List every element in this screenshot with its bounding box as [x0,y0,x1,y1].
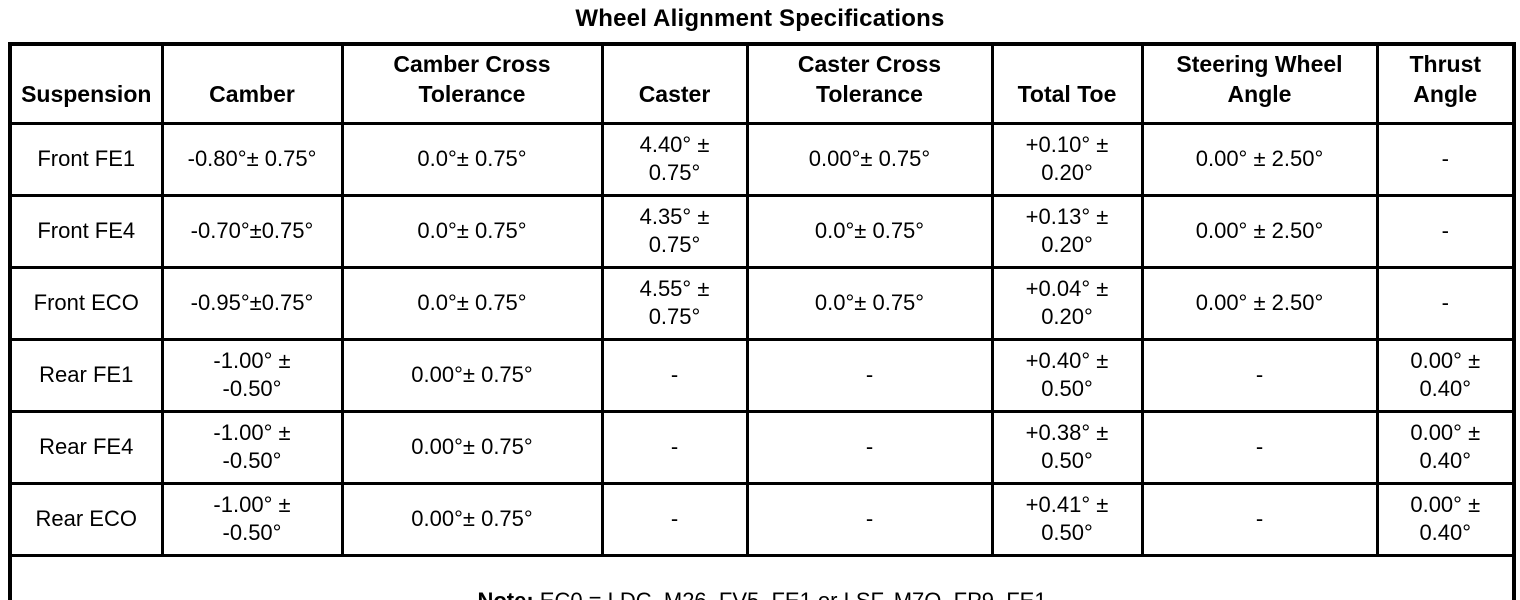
cell-caster: - [600,409,749,485]
cell-suspension: Front FE1 [8,121,164,197]
cell-thrust-angle: - [1375,265,1516,341]
cell-camber-cross-tolerance: 0.0°± 0.75° [340,193,604,269]
table-note-row: Note: EC0 = LDC, M26, FV5, FE1 or LSF, M… [8,553,1516,600]
cell-suspension: Front FE4 [8,193,164,269]
table-row-front-fe4: Front FE4 -0.70°±0.75° 0.0°± 0.75° 4.35°… [8,193,1516,269]
table-row-rear-fe4: Rear FE4 -1.00° ± -0.50° 0.00°± 0.75° - … [8,409,1516,485]
cell-caster: - [600,337,749,413]
cell-camber-cross-tolerance: 0.0°± 0.75° [340,121,604,197]
column-header-total-toe: Total Toe [990,42,1144,125]
cell-camber-cross-tolerance: 0.00°± 0.75° [340,337,604,413]
cell-total-toe: +0.40° ± 0.50° [990,337,1144,413]
table-row-front-eco: Front ECO -0.95°±0.75° 0.0°± 0.75° 4.55°… [8,265,1516,341]
cell-thrust-angle: - [1375,121,1516,197]
cell-camber: -1.00° ± -0.50° [160,409,344,485]
column-header-thrust-angle: Thrust Angle [1375,42,1516,125]
cell-camber: -0.95°±0.75° [160,265,344,341]
table-row-front-fe1: Front FE1 -0.80°± 0.75° 0.0°± 0.75° 4.40… [8,121,1516,197]
cell-camber: -1.00° ± -0.50° [160,481,344,557]
cell-suspension: Rear ECO [8,481,164,557]
cell-total-toe: +0.13° ± 0.20° [990,193,1144,269]
cell-caster-cross-tolerance: - [745,337,994,413]
cell-caster: 4.40° ± 0.75° [600,121,749,197]
cell-caster-cross-tolerance: 0.0°± 0.75° [745,193,994,269]
cell-total-toe: +0.38° ± 0.50° [990,409,1144,485]
table-row-rear-fe1: Rear FE1 -1.00° ± -0.50° 0.00°± 0.75° - … [8,337,1516,413]
cell-suspension: Rear FE4 [8,409,164,485]
cell-caster-cross-tolerance: - [745,481,994,557]
cell-caster: - [600,481,749,557]
cell-caster-cross-tolerance: 0.0°± 0.75° [745,265,994,341]
page-title: Wheel Alignment Specifications [575,5,945,32]
cell-camber-cross-tolerance: 0.0°± 0.75° [340,265,604,341]
column-header-suspension: Suspension [8,42,164,125]
cell-total-toe: +0.10° ± 0.20° [990,121,1144,197]
note-cell: Note: EC0 = LDC, M26, FV5, FE1 or LSF, M… [8,553,1516,600]
cell-steering-wheel-angle: 0.00° ± 2.50° [1140,193,1379,269]
cell-caster-cross-tolerance: - [745,409,994,485]
column-header-camber: Camber [160,42,344,125]
cell-camber: -0.80°± 0.75° [160,121,344,197]
cell-caster: 4.35° ± 0.75° [600,193,749,269]
cell-steering-wheel-angle: 0.00° ± 2.50° [1140,121,1379,197]
cell-steering-wheel-angle: 0.00° ± 2.50° [1140,265,1379,341]
cell-camber-cross-tolerance: 0.00°± 0.75° [340,481,604,557]
cell-steering-wheel-angle: - [1140,409,1379,485]
note-text: EC0 = LDC, M26, FV5, FE1 or LSF, M7Q, FP… [534,588,1047,600]
cell-camber: -1.00° ± -0.50° [160,337,344,413]
cell-steering-wheel-angle: - [1140,481,1379,557]
note-label: Note: [477,588,533,600]
cell-thrust-angle: 0.00° ± 0.40° [1375,481,1516,557]
column-header-camber-cross-tolerance: Camber Cross Tolerance [340,42,604,125]
cell-suspension: Front ECO [8,265,164,341]
cell-total-toe: +0.04° ± 0.20° [990,265,1144,341]
column-header-caster-cross-tolerance: Caster Cross Tolerance [745,42,994,125]
cell-camber: -0.70°±0.75° [160,193,344,269]
cell-caster-cross-tolerance: 0.00°± 0.75° [745,121,994,197]
column-header-steering-wheel-angle: Steering Wheel Angle [1140,42,1379,125]
wheel-alignment-spec-table: Suspension Camber Camber Cross Tolerance… [8,42,1516,600]
table-header-row: Suspension Camber Camber Cross Tolerance… [8,42,1516,125]
cell-steering-wheel-angle: - [1140,337,1379,413]
cell-thrust-angle: 0.00° ± 0.40° [1375,409,1516,485]
column-header-caster: Caster [600,42,749,125]
cell-caster: 4.55° ± 0.75° [600,265,749,341]
table-row-rear-eco: Rear ECO -1.00° ± -0.50° 0.00°± 0.75° - … [8,481,1516,557]
cell-total-toe: +0.41° ± 0.50° [990,481,1144,557]
cell-thrust-angle: 0.00° ± 0.40° [1375,337,1516,413]
cell-camber-cross-tolerance: 0.00°± 0.75° [340,409,604,485]
cell-suspension: Rear FE1 [8,337,164,413]
cell-thrust-angle: - [1375,193,1516,269]
